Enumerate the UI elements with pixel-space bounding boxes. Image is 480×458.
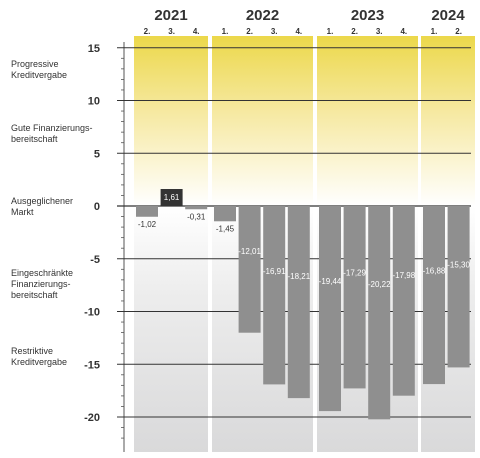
quarter-label: 3. <box>271 27 278 36</box>
quarter-label: 2. <box>351 27 358 36</box>
bar <box>423 206 445 385</box>
data-label: -18,21 <box>287 272 310 281</box>
year-label: 2024 <box>431 7 465 24</box>
year-panel-positive-zone <box>212 36 313 206</box>
data-label: -16,88 <box>423 267 446 276</box>
quarter-label: 4. <box>400 27 407 36</box>
zone-label-good-financing: Gute Finanzierungs-bereitschaft <box>11 123 93 144</box>
quarter-label: 4. <box>193 27 200 36</box>
zone-label-balanced: Ausgeglichener Markt <box>11 196 74 217</box>
data-label: -12,01 <box>238 247 261 256</box>
quarter-label: 3. <box>168 27 175 36</box>
quarter-label: 1. <box>327 27 334 36</box>
zone-label-restrictive: Restriktive Kreditvergabe <box>11 346 68 367</box>
data-label: -16,91 <box>263 267 286 276</box>
y-tick-label: 0 <box>94 201 100 213</box>
quarter-label: 1. <box>431 27 438 36</box>
y-tick-label: 10 <box>88 96 100 108</box>
quarter-label: 4. <box>295 27 302 36</box>
data-label: -17,29 <box>343 268 366 277</box>
y-tick-label: -5 <box>90 254 100 266</box>
data-label: -1,45 <box>216 224 235 233</box>
bar <box>185 206 208 210</box>
year-panel-positive-zone <box>421 36 475 206</box>
quarter-label: 2. <box>246 27 253 36</box>
y-tick-label: -20 <box>84 412 100 424</box>
bar <box>447 206 470 368</box>
year-label: 2021 <box>154 7 187 24</box>
data-label: -20,22 <box>368 280 391 289</box>
data-label: -17,98 <box>392 271 415 280</box>
year-label: 2023 <box>351 7 384 24</box>
y-tick-label: -10 <box>84 307 100 319</box>
bar <box>214 206 236 222</box>
y-tick-label: 15 <box>88 43 100 55</box>
bar <box>343 206 366 389</box>
zone-label-progressive: Progressive Kreditvergabe <box>11 59 68 80</box>
y-tick-label: -15 <box>84 359 100 371</box>
data-label: -15,30 <box>447 260 470 269</box>
bar <box>136 206 158 217</box>
data-label: -1,02 <box>138 220 157 229</box>
bar <box>160 189 183 206</box>
bar <box>368 206 391 420</box>
data-label: 1,61 <box>164 193 180 202</box>
bar <box>392 206 415 396</box>
year-label: 2022 <box>246 7 279 24</box>
year-panel-positive-zone <box>317 36 418 206</box>
bar <box>263 206 286 385</box>
zone-label-restricted-financing: Eingeschränkte Finanzierungs-bereitschaf… <box>11 268 74 300</box>
data-label: -19,44 <box>319 277 342 286</box>
quarter-label: 2. <box>455 27 462 36</box>
bar <box>319 206 341 412</box>
year-panel-negative-zone <box>134 206 208 452</box>
y-tick-label: 5 <box>94 148 100 160</box>
year-panel-positive-zone <box>134 36 208 206</box>
quarter-label: 2. <box>144 27 151 36</box>
data-label: -0,31 <box>187 212 206 221</box>
quarter-label: 3. <box>376 27 383 36</box>
quarter-label: 1. <box>222 27 229 36</box>
bar <box>238 206 261 333</box>
bar <box>287 206 310 399</box>
